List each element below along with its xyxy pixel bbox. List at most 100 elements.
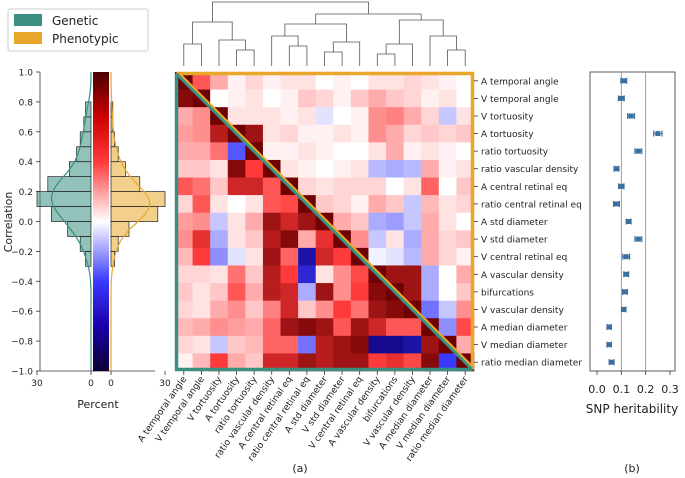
heatmap-cell <box>298 247 317 266</box>
heatmap-cell <box>262 177 281 196</box>
heatmap-cell <box>227 72 246 90</box>
heatmap-cell <box>315 300 334 319</box>
phenotypic-density-curve <box>110 72 151 371</box>
legend: Genetic Phenotypic <box>7 8 149 52</box>
histogram-x-tick-label: 30 <box>159 379 171 389</box>
heatmap-cell <box>245 124 264 143</box>
heatmap-cell <box>262 265 281 284</box>
heatmap-cell <box>262 230 281 249</box>
heritability-point <box>623 271 629 277</box>
heatmap-cell <box>175 335 193 354</box>
dendrogram-link <box>218 39 246 66</box>
heatmap-cell <box>315 89 334 108</box>
heatmap-row-label: ratio central retinal eq <box>481 200 582 210</box>
heatmap-cell <box>456 107 475 126</box>
phenotypic-bar <box>110 176 141 192</box>
heatmap-cell <box>386 300 404 319</box>
heatmap-cell <box>315 318 334 337</box>
heatmap-cell <box>456 300 475 319</box>
phenotypic-bar <box>110 206 159 222</box>
heatmap-cell <box>245 300 264 319</box>
heatmap-cell <box>350 107 369 126</box>
heatmap-cell <box>333 124 352 143</box>
heatmap-cell <box>350 300 369 319</box>
heatmap-cell <box>438 265 457 284</box>
heatmap-cell <box>175 247 193 266</box>
heatmap-cell <box>210 195 229 214</box>
heatmap-cell <box>368 89 387 108</box>
heatmap-cell <box>368 124 387 143</box>
diagonal-genetic <box>175 72 474 371</box>
heatmap-cell <box>192 230 211 249</box>
heatmap-cell <box>386 159 404 178</box>
heatmap-cell <box>192 177 211 196</box>
heritability-point <box>623 254 629 260</box>
legend-box <box>7 8 149 52</box>
heatmap-cell <box>245 230 264 249</box>
heritability-point <box>626 219 632 224</box>
heatmap-cell <box>245 195 264 214</box>
dendrogram-link <box>385 43 413 66</box>
heatmap-cell <box>368 177 387 196</box>
heatmap-cell <box>421 265 440 284</box>
heatmap-cell <box>192 124 211 143</box>
heatmap-cell <box>438 318 457 337</box>
heatmap-cell <box>456 159 475 178</box>
heatmap-cell <box>438 142 457 161</box>
heritability-x-tick-label: 0.2 <box>637 383 655 396</box>
heatmap-cell <box>280 72 299 90</box>
heatmap-cell <box>210 89 229 108</box>
heatmap-cell <box>386 212 404 231</box>
heatmap-cell <box>315 283 334 301</box>
heatmap-cell <box>210 124 229 143</box>
heatmap-row-label: ratio median diameter <box>481 359 582 369</box>
dendrogram-link <box>212 1 369 22</box>
heatmap-cell <box>210 335 229 354</box>
histogram-bars <box>36 72 166 371</box>
histogram-y-tick-label: 0.0 <box>19 218 34 228</box>
heatmap-cell <box>298 177 317 196</box>
heatmap-cell <box>175 159 193 178</box>
heatmap-borders <box>174 71 475 372</box>
heatmap-cell <box>333 177 352 196</box>
heatmap-cell <box>298 107 317 126</box>
heatmap-cell <box>280 300 299 319</box>
heatmap-cell <box>333 89 352 108</box>
heatmap-cell <box>315 353 334 372</box>
histogram-axes: 1.00.80.60.40.20.0−0.2−0.4−0.6−0.8−1.030… <box>11 69 171 390</box>
heatmap-cell <box>368 300 387 319</box>
heatmap-cell <box>192 142 211 161</box>
legend-swatch-genetic <box>14 14 42 26</box>
heatmap-cell <box>210 177 229 196</box>
heritability-point <box>609 359 615 365</box>
heatmap-cell <box>315 195 334 214</box>
heritability-point <box>655 131 661 137</box>
heatmap-cell <box>315 124 334 143</box>
heatmap-cell <box>298 142 317 161</box>
heatmap-cell <box>210 318 229 337</box>
dendrogram-link <box>376 53 396 66</box>
genetic-bar <box>67 221 92 237</box>
heatmap-cell <box>333 159 352 178</box>
heatmap-cell <box>245 353 264 372</box>
phenotypic-border <box>176 71 475 370</box>
histogram-y-tick-label: −0.2 <box>11 248 33 258</box>
heatmap-cell <box>368 335 387 354</box>
heatmap-cell <box>386 247 404 266</box>
heatmap-cell <box>386 107 404 126</box>
heatmap-cell <box>438 195 457 214</box>
heatmap-cell <box>403 335 422 354</box>
caption-b: (b) <box>624 462 640 475</box>
heatmap-cell <box>456 177 475 196</box>
heatmap-cell <box>298 72 317 90</box>
dendrogram-link <box>398 19 444 44</box>
heatmap-cell <box>227 335 246 354</box>
heritability-point <box>606 324 612 330</box>
heatmap-cell <box>315 265 334 284</box>
heatmap-cell <box>280 265 299 284</box>
phenotypic-bar <box>110 191 166 207</box>
dendrogram-link <box>429 35 457 66</box>
legend-label-phenotypic: Phenotypic <box>52 32 119 46</box>
heatmap-cell <box>350 89 369 108</box>
dendrogram-link <box>324 51 343 66</box>
